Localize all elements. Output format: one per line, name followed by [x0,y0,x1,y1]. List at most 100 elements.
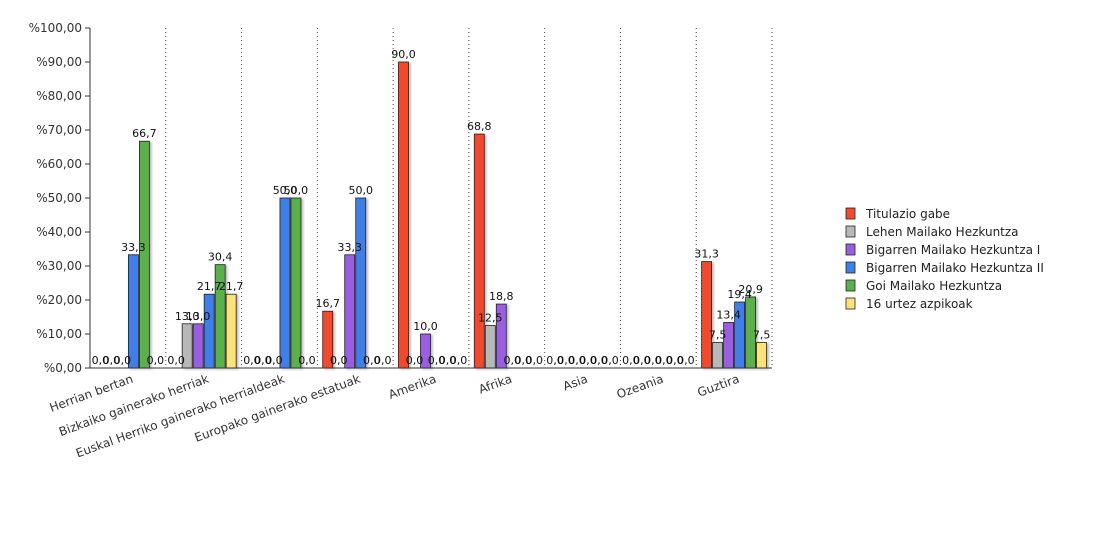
data-label: 50,0 [348,184,373,197]
data-label: 7,5 [709,329,727,342]
data-label: 33,3 [121,241,146,254]
data-label: 0,0 [677,354,695,367]
data-label: 0,0 [147,354,165,367]
legend-swatch [845,279,856,292]
data-label: 20,9 [738,283,763,296]
data-label: 13,4 [716,308,741,321]
x-category-label: Guztira [695,372,741,400]
data-label: 0,0 [655,354,673,367]
data-label: 0,0 [330,354,348,367]
legend-swatch [845,297,856,310]
legend-label: Bigarren Mailako Hezkuntza II [866,261,1044,275]
legend-label: Titulazio gabe [865,207,950,221]
data-label: 50,0 [273,184,298,197]
legend-swatch [845,225,856,238]
legend-label: 16 urtez azpikoak [866,297,973,311]
bar [279,197,291,369]
data-label: 0,0 [450,354,468,367]
data-label: 21,7 [219,280,244,293]
data-labels: 0,00,00,033,366,70,0 0,013,013,021,730,42… [92,48,771,367]
data-label: 0,0 [428,354,446,367]
bar [344,254,356,369]
data-label: 0,0 [243,354,261,367]
data-label: 0,0 [526,354,544,367]
data-label: 0,0 [515,354,533,367]
data-label: 0,0 [92,354,110,367]
data-label: 0,0 [363,354,381,367]
data-label: 18,8 [489,290,514,303]
bar [203,293,215,369]
data-label: 0,0 [114,354,132,367]
x-category-label: Amerika [387,372,438,402]
bars [127,61,768,369]
bar [712,342,724,369]
data-label: 33,3 [337,241,362,254]
data-label: 31,3 [694,248,719,261]
data-label: 0,0 [298,354,316,367]
data-label: 0,0 [406,354,424,367]
bar [473,133,485,369]
data-label: 0,0 [622,354,640,367]
data-label: 12,5 [478,312,503,325]
x-category-label: Asia [561,372,589,394]
data-label: 10,0 [413,320,438,333]
data-label: 0,0 [633,354,651,367]
data-label: 0,0 [601,354,619,367]
data-label: 0,0 [557,354,575,367]
data-label: 30,4 [208,251,233,264]
data-label: 0,0 [644,354,662,367]
data-label: 0,0 [579,354,597,367]
legend-label: Lehen Mailako Hezkuntza [866,225,1019,239]
data-label: 0,0 [568,354,586,367]
data-label: 13,0 [175,310,200,323]
y-tick-label: %10,00 [36,327,82,341]
y-tick-label: %30,00 [36,259,82,273]
bar [756,342,768,369]
legend-swatch [845,261,856,274]
data-label: 0,0 [254,354,272,367]
y-tick-label: %50,00 [36,191,82,205]
y-tick-label: %90,00 [36,55,82,69]
data-label: 0,0 [103,354,121,367]
data-label: 50,0 [284,184,309,197]
data-label: 13,0 [186,310,211,323]
data-label: 19,4 [727,288,752,301]
bar [225,293,237,369]
data-label: 66,7 [132,127,157,140]
bar [138,140,150,369]
y-tick-label: %70,00 [36,123,82,137]
bar [355,197,367,369]
data-label: 0,0 [265,354,283,367]
data-label: 0,0 [546,354,564,367]
y-tick-label: %40,00 [36,225,82,239]
legend: Titulazio gabe Lehen Mailako Hezkuntza Big… [845,207,1044,311]
data-label: 0,0 [504,354,522,367]
bar [290,197,302,369]
legend-label: Goi Mailako Hezkuntza [866,279,1002,293]
data-label: 7,5 [753,329,771,342]
y-tick-label: %60,00 [36,157,82,171]
y-tick-label: %100,00 [29,21,82,35]
data-label: 0,0 [590,354,608,367]
data-label: 0,0 [666,354,684,367]
bar [484,325,496,369]
bar [701,261,713,369]
grid-lines [165,28,773,368]
legend-swatch [845,243,856,256]
y-tick-label: %20,00 [36,293,82,307]
legend-label: Bigarren Mailako Hezkuntza I [866,243,1040,257]
data-label: 0,0 [374,354,392,367]
x-category-label: Ozeania [615,372,666,402]
data-label: 0,0 [167,354,185,367]
data-label: 0,0 [439,354,457,367]
data-label: 90,0 [391,48,416,61]
legend-swatch [845,207,856,220]
bar [192,323,204,369]
data-label: 21,7 [197,280,222,293]
data-label: 16,7 [315,297,340,310]
x-category-label: Afrika [477,372,514,397]
y-tick-label: %80,00 [36,89,82,103]
bar [398,61,409,369]
